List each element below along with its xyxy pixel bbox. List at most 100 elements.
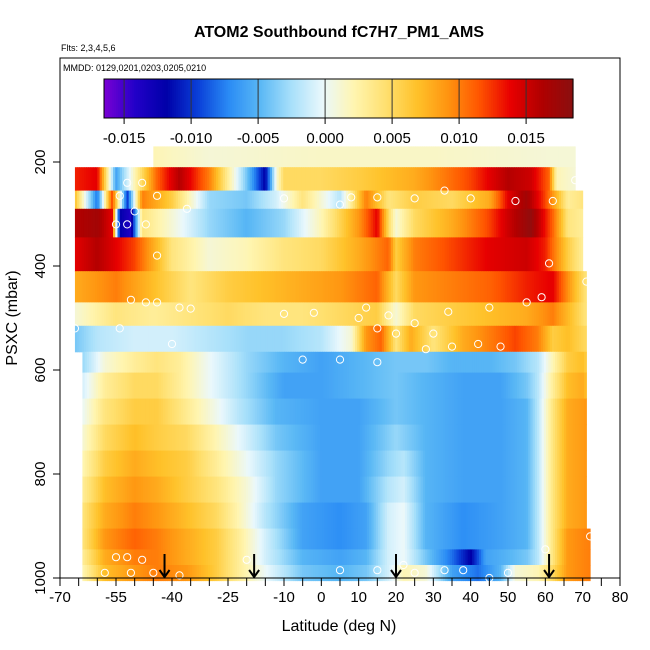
heatmap-cell bbox=[465, 351, 469, 374]
heatmap-cell bbox=[363, 271, 367, 303]
heatmap-cell bbox=[357, 565, 361, 582]
heatmap-cell bbox=[350, 302, 354, 327]
heatmap-cell bbox=[342, 424, 345, 452]
heatmap-cell bbox=[201, 565, 204, 582]
heatmap-cell bbox=[283, 208, 286, 238]
heatmap-cell bbox=[211, 190, 215, 210]
heatmap-cell bbox=[137, 167, 141, 192]
heatmap-cell bbox=[366, 237, 369, 272]
heatmap-cell bbox=[442, 146, 446, 168]
heatmap-cell bbox=[260, 190, 264, 210]
heatmap-cell bbox=[369, 398, 372, 426]
heatmap-cell bbox=[449, 502, 453, 530]
heatmap-cell bbox=[534, 549, 538, 566]
heatmap-cell bbox=[191, 208, 195, 238]
heatmap-cell bbox=[147, 549, 151, 566]
heatmap-cell bbox=[384, 190, 387, 210]
heatmap-cell bbox=[559, 549, 563, 566]
heatmap-cell bbox=[507, 167, 510, 192]
heatmap-cell bbox=[316, 146, 320, 168]
heatmap-cell bbox=[455, 146, 459, 168]
heatmap-cell bbox=[501, 398, 505, 426]
heatmap-cell bbox=[330, 167, 334, 192]
heatmap-cell bbox=[552, 502, 556, 530]
heatmap-cell bbox=[419, 237, 423, 272]
heatmap-cell bbox=[95, 476, 99, 504]
heatmap-cell bbox=[357, 476, 361, 504]
heatmap-cell bbox=[310, 146, 313, 168]
heatmap-cell bbox=[339, 325, 342, 353]
heatmap-cell bbox=[240, 208, 244, 238]
heatmap-cell bbox=[567, 146, 571, 168]
heatmap-cell bbox=[106, 302, 110, 327]
heatmap-cell bbox=[281, 565, 285, 582]
heatmap-cell bbox=[242, 271, 246, 303]
heatmap-cell bbox=[465, 528, 469, 550]
heatmap-cell bbox=[130, 190, 134, 210]
heatmap-cell bbox=[350, 190, 354, 210]
heatmap-cell bbox=[427, 398, 431, 426]
colorbar-swatch bbox=[185, 79, 189, 118]
colorbar-swatch bbox=[513, 79, 516, 118]
heatmap-cell bbox=[360, 476, 363, 504]
heatmap-cell bbox=[399, 302, 403, 327]
heatmap-cell bbox=[135, 237, 139, 272]
heatmap-cell bbox=[236, 325, 239, 353]
heatmap-cell bbox=[410, 146, 414, 168]
heatmap-cell bbox=[142, 502, 146, 530]
heatmap-cell bbox=[257, 476, 260, 504]
heatmap-cell bbox=[364, 502, 368, 530]
heatmap-cell bbox=[380, 372, 384, 400]
heatmap-cell bbox=[249, 190, 253, 210]
heatmap-cell bbox=[525, 190, 528, 210]
heatmap-cell bbox=[295, 528, 298, 550]
heatmap-cell bbox=[204, 237, 208, 272]
heatmap-cell bbox=[440, 351, 444, 374]
colorbar-swatch bbox=[531, 79, 534, 118]
heatmap-cell bbox=[570, 565, 574, 582]
heatmap-cell bbox=[523, 424, 527, 452]
heatmap-cell bbox=[483, 528, 487, 550]
heatmap-cell bbox=[357, 502, 361, 530]
heatmap-cell bbox=[319, 351, 323, 374]
heatmap-cell bbox=[567, 167, 571, 192]
heatmap-cell bbox=[241, 549, 245, 566]
heatmap-cell bbox=[296, 146, 300, 168]
heatmap-cell bbox=[317, 565, 321, 582]
heatmap-cell bbox=[334, 167, 338, 192]
heatmap-cell bbox=[549, 302, 553, 327]
heatmap-cell bbox=[281, 190, 284, 210]
heatmap-cell bbox=[346, 476, 350, 504]
heatmap-cell bbox=[306, 502, 310, 530]
heatmap-cell bbox=[353, 528, 357, 550]
heatmap-cell bbox=[99, 167, 103, 192]
heatmap-cell bbox=[555, 476, 558, 504]
heatmap-cell bbox=[189, 528, 193, 550]
heatmap-cell bbox=[528, 502, 531, 530]
heatmap-cell bbox=[91, 372, 95, 400]
heatmap-cell bbox=[578, 271, 582, 303]
heatmap-cell bbox=[572, 271, 575, 303]
heatmap-cell bbox=[575, 398, 578, 426]
heatmap-cell bbox=[360, 372, 363, 400]
colorbar-swatch bbox=[123, 79, 127, 118]
heatmap-cell bbox=[184, 190, 188, 210]
heatmap-cell bbox=[308, 565, 312, 582]
heatmap-cell bbox=[413, 146, 416, 168]
heatmap-cell bbox=[292, 351, 296, 374]
heatmap-cell bbox=[337, 351, 341, 374]
heatmap-cell bbox=[401, 146, 405, 168]
heatmap-cell bbox=[487, 325, 490, 353]
heatmap-cell bbox=[541, 398, 545, 426]
heatmap-cell bbox=[210, 372, 213, 400]
heatmap-cell bbox=[321, 237, 325, 272]
heatmap-cell bbox=[348, 302, 351, 327]
heatmap-cell bbox=[426, 190, 430, 210]
heatmap-cell bbox=[443, 424, 446, 452]
colorbar-swatch bbox=[345, 79, 349, 118]
heatmap-cell bbox=[258, 190, 262, 210]
heatmap-cell bbox=[525, 476, 529, 504]
heatmap-cell bbox=[169, 351, 173, 374]
heatmap-cell bbox=[149, 351, 153, 374]
heatmap-cell bbox=[581, 372, 585, 400]
